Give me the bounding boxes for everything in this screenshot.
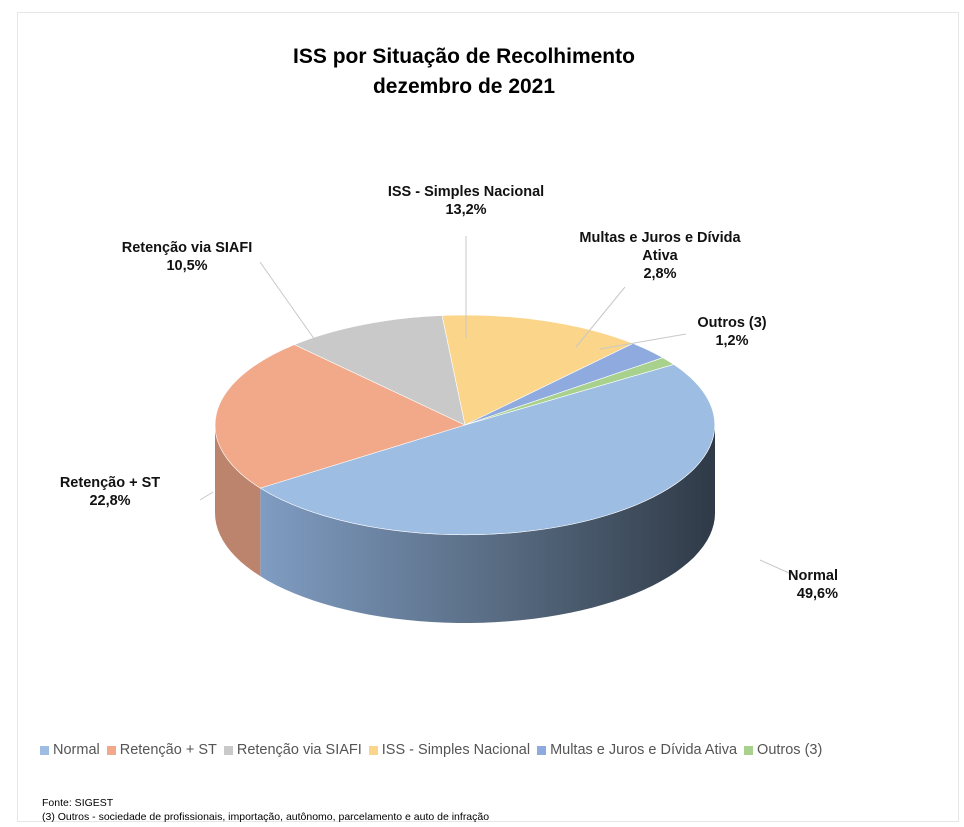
legend-swatch-5 (744, 745, 754, 755)
chart-frame (17, 12, 959, 822)
legend-label-0: Normal (53, 742, 100, 758)
pie-slice-5 (464, 357, 675, 426)
leader-line-5 (599, 333, 687, 350)
data-label-name-3: ISS - Simples Nacional (388, 184, 544, 200)
data-label-name-1: Retenção + ST (60, 475, 160, 491)
data-label-2: Retenção via SIAFI 10,5% (122, 240, 253, 274)
legend-item-0: Normal (40, 742, 100, 758)
data-label-value-0: 49,6% (797, 586, 838, 602)
leader-line-1 (199, 491, 214, 501)
data-label-value-4: 2,8% (643, 266, 676, 282)
data-label-5: Outros (3) 1,2% (697, 315, 766, 349)
legend-swatch-2 (223, 745, 233, 755)
data-label-name-2: Retenção via SIAFI (122, 240, 253, 256)
pie-leader-lines (199, 236, 799, 578)
pie-data-labels: Normal 49,6% Retenção + ST 22,8% Retenção vi… (60, 184, 838, 602)
legend-item-3: ISS - Simples Nacional (368, 742, 531, 758)
data-label-name-5: Outros (3) (697, 315, 766, 331)
pie-slice-2 (293, 315, 466, 426)
pie-side-1 (215, 425, 261, 577)
pie-slice-1 (214, 344, 466, 489)
legend-label-5: Outros (3) (757, 742, 823, 758)
data-label-4: Multas e Juros e Dívida Ativa 2,8% (579, 230, 741, 282)
chart-subtitle: dezembro de 2021 (373, 75, 555, 98)
pie-slice-3 (441, 314, 634, 426)
pie-slice-0 (259, 364, 716, 536)
pie-side-0 (260, 425, 715, 623)
data-label-name-4: Ativa (642, 248, 678, 264)
data-label-3: ISS - Simples Nacional 13,2% (388, 184, 544, 218)
source-note: Fonte: SIGEST (42, 797, 114, 809)
others-footnote: (3) Outros - sociedade de profissionais,… (42, 811, 490, 823)
leader-line-0 (759, 559, 799, 578)
pie-sides (215, 425, 715, 623)
legend-swatch-0 (40, 745, 49, 755)
data-label-value-1: 22,8% (89, 493, 130, 509)
pie-tops (214, 314, 716, 536)
chart-title: ISS por Situação de Recolhimento (293, 45, 635, 68)
data-label-value-3: 13,2% (445, 202, 486, 218)
leader-line-4 (575, 286, 626, 348)
data-label-value-2: 10,5% (166, 258, 207, 274)
legend-swatch-4 (537, 745, 547, 755)
data-label-1: Retenção + ST 22,8% (60, 475, 160, 509)
legend-item-5: Outros (3) (744, 742, 822, 758)
footnotes: Fonte: SIGEST (3) Outros - sociedade de … (42, 796, 489, 824)
data-label-name-0: Normal (788, 568, 838, 584)
legend-item-2: Retenção via SIAFI (223, 742, 362, 758)
data-label-value-5: 1,2% (715, 333, 748, 349)
legend-item-4: Multas e Juros e Dívida Ativa (537, 742, 737, 758)
legend-item-1: Retenção + ST (106, 742, 217, 758)
data-label-0: Normal 49,6% (788, 568, 838, 602)
chart-legend: Normal Retenção + ST Retenção via SIAFI ISS… (40, 742, 950, 758)
legend-label-3: ISS - Simples Nacional (381, 742, 531, 758)
data-label-name-4: Multas e Juros e Dívida (579, 230, 741, 246)
leader-line-2 (259, 261, 323, 351)
legend-swatch-1 (106, 745, 116, 755)
legend-swatch-3 (368, 745, 378, 755)
legend-label-1: Retenção + ST (119, 742, 217, 758)
legend-label-2: Retenção via SIAFI (236, 742, 362, 758)
legend-label-4: Multas e Juros e Dívida Ativa (550, 742, 738, 758)
